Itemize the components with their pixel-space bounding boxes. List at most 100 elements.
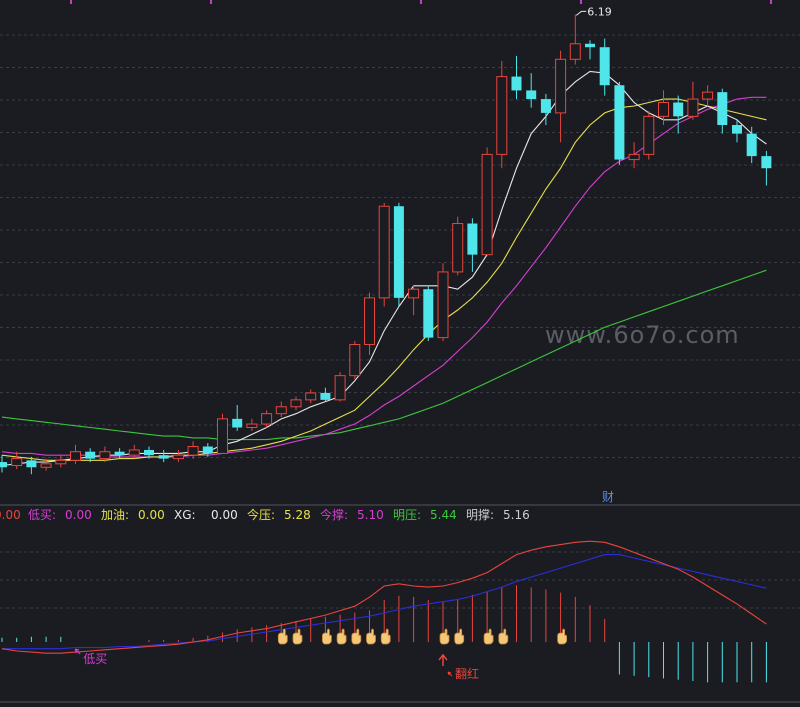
top-tick-2 [420, 0, 422, 4]
top-tick-4 [770, 0, 772, 4]
candle-body-up[interactable] [99, 451, 111, 460]
candle-body-up[interactable] [275, 406, 287, 415]
candle-body-down[interactable] [26, 460, 37, 468]
candle-body-down[interactable] [526, 90, 537, 100]
candle-body-up[interactable] [378, 205, 390, 299]
candle-body-down[interactable] [585, 43, 595, 48]
candle-body-down[interactable] [673, 102, 684, 117]
candle-body-up[interactable] [40, 463, 52, 468]
hand-pointer-icon [454, 628, 465, 645]
legend-value-6: 5.44 [430, 508, 457, 522]
candle-body-up[interactable] [628, 153, 640, 161]
legend-label-3: XG: [174, 508, 196, 522]
candle-body-down[interactable] [511, 76, 522, 91]
candle-body-up[interactable] [452, 223, 464, 273]
annotation-fanhong: 翻红 [455, 666, 479, 681]
legend-value-5: 5.10 [357, 508, 384, 522]
candle-body-up[interactable] [555, 58, 567, 114]
candle-body-up[interactable] [658, 102, 669, 117]
hand-pointer-icon [292, 628, 303, 645]
legend-label-4: 今压: [247, 507, 275, 522]
high-price-label: 6.19 [587, 5, 612, 18]
event-marker: 财 [602, 490, 614, 504]
hand-pointer-icon [380, 628, 391, 645]
candle-body-down[interactable] [732, 125, 742, 134]
hand-pointer-icon [351, 628, 362, 645]
annotation-dimai: 低买 [83, 652, 107, 666]
candle-body-up[interactable] [128, 449, 140, 456]
candle-body-up[interactable] [261, 413, 273, 425]
hand-pointer-icon [557, 628, 567, 645]
watermark-text: www.6o7o.com [545, 321, 740, 349]
hand-pointer-icon [366, 628, 376, 645]
legend-value-2: 0.00 [138, 508, 165, 522]
candle-body-up[interactable] [305, 392, 317, 401]
legend-value-1: 0.00 [65, 508, 92, 522]
candle-body-up[interactable] [246, 423, 258, 428]
candle-body-up[interactable] [11, 458, 23, 467]
candle-body-up[interactable] [334, 375, 346, 401]
legend-label-1: 低买: [28, 508, 56, 522]
candle-body-down[interactable] [467, 223, 478, 255]
candle-body-down[interactable] [393, 206, 404, 298]
candle-body-up[interactable] [481, 153, 493, 256]
legend-label-6: 明压: [393, 508, 421, 522]
hand-pointer-icon [321, 628, 332, 645]
legend-value-3: 0.00 [211, 508, 238, 522]
candle-body-up[interactable] [70, 451, 81, 461]
candle-body-up[interactable] [569, 43, 581, 60]
top-tick-0 [70, 0, 72, 4]
top-tick-1 [210, 0, 212, 4]
candle-body-down[interactable] [761, 156, 772, 169]
hand-pointer-icon [439, 628, 450, 645]
annotation-arrow-icon [447, 671, 453, 677]
candle-body-down[interactable] [144, 449, 154, 456]
legend-value-4: 5.28 [284, 508, 311, 522]
annotation-up-arrow-icon [438, 653, 448, 666]
candle-body-down[interactable] [717, 92, 728, 125]
candle-body-up[interactable] [364, 297, 375, 346]
hand-pointer-icon [277, 628, 288, 645]
candle-body-up[interactable] [217, 418, 228, 454]
candle-body-up[interactable] [437, 271, 449, 339]
candle-body-up[interactable] [187, 446, 199, 456]
candle-body-down[interactable] [232, 418, 243, 428]
legend-label-5: 今撑: [320, 507, 348, 522]
candle-body-up[interactable] [290, 399, 302, 408]
ma20-line [1, 96, 767, 458]
high-arrow-icon [575, 10, 587, 16]
candle-body-up[interactable] [496, 76, 508, 155]
top-tick-3 [580, 0, 582, 4]
candle-body-up[interactable] [687, 98, 699, 117]
candle-body-up[interactable] [408, 288, 420, 299]
legend-label-2: 加油: [101, 508, 129, 522]
indicator-blue-line [2, 554, 767, 650]
hand-pointer-icon [498, 628, 509, 645]
candle-body-down[interactable] [0, 462, 7, 468]
candle-body-down[interactable] [158, 455, 169, 459]
candle-body-down[interactable] [320, 392, 331, 400]
candle-body-up[interactable] [643, 115, 655, 155]
candle-body-down[interactable] [85, 451, 96, 459]
candle-body-down[interactable] [599, 47, 610, 86]
hand-pointer-icon [483, 628, 494, 645]
ma60-line [1, 269, 767, 441]
candle-body-down[interactable] [746, 133, 757, 157]
annotation-arrow-icon [74, 648, 81, 655]
candle-body-up[interactable] [702, 91, 714, 100]
legend-value-7: 5.16 [503, 508, 530, 522]
ma10-line [1, 98, 767, 461]
candle-body-up[interactable] [55, 459, 67, 465]
candle-body-up[interactable] [349, 344, 361, 377]
hand-pointer-icon [336, 628, 347, 645]
indicator-red-line [1, 540, 767, 654]
candle-body-down[interactable] [540, 99, 551, 113]
legend-label-0: 0.00 [0, 508, 21, 522]
candle-body-down[interactable] [614, 85, 625, 160]
candle-body-down[interactable] [114, 451, 125, 456]
candle-body-down[interactable] [202, 446, 213, 454]
candle-body-up[interactable] [172, 454, 184, 460]
candle-body-down[interactable] [423, 289, 434, 338]
